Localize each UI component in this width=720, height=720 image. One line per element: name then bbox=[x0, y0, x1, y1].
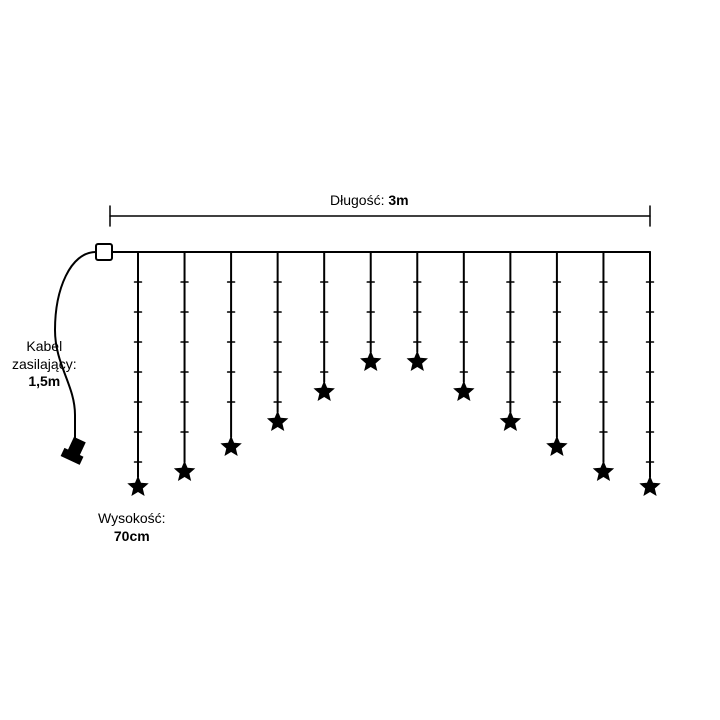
height-text: Wysokość: bbox=[98, 510, 166, 526]
cable-text: Kabel zasilający: bbox=[12, 338, 77, 373]
cable-value: 1,5m bbox=[28, 373, 60, 389]
cable-label: Kabel zasilający: 1,5m bbox=[12, 338, 77, 391]
length-text: Długość: bbox=[330, 192, 384, 208]
length-value: 3m bbox=[388, 192, 408, 208]
length-dimension-label: Długość: 3m bbox=[330, 192, 409, 210]
diagram-stage: Długość: 3m Kabel zasilający: 1,5m Wysok… bbox=[0, 0, 720, 720]
diagram-svg bbox=[0, 0, 720, 720]
height-value: 70cm bbox=[114, 528, 150, 544]
height-label: Wysokość: 70cm bbox=[98, 510, 166, 545]
